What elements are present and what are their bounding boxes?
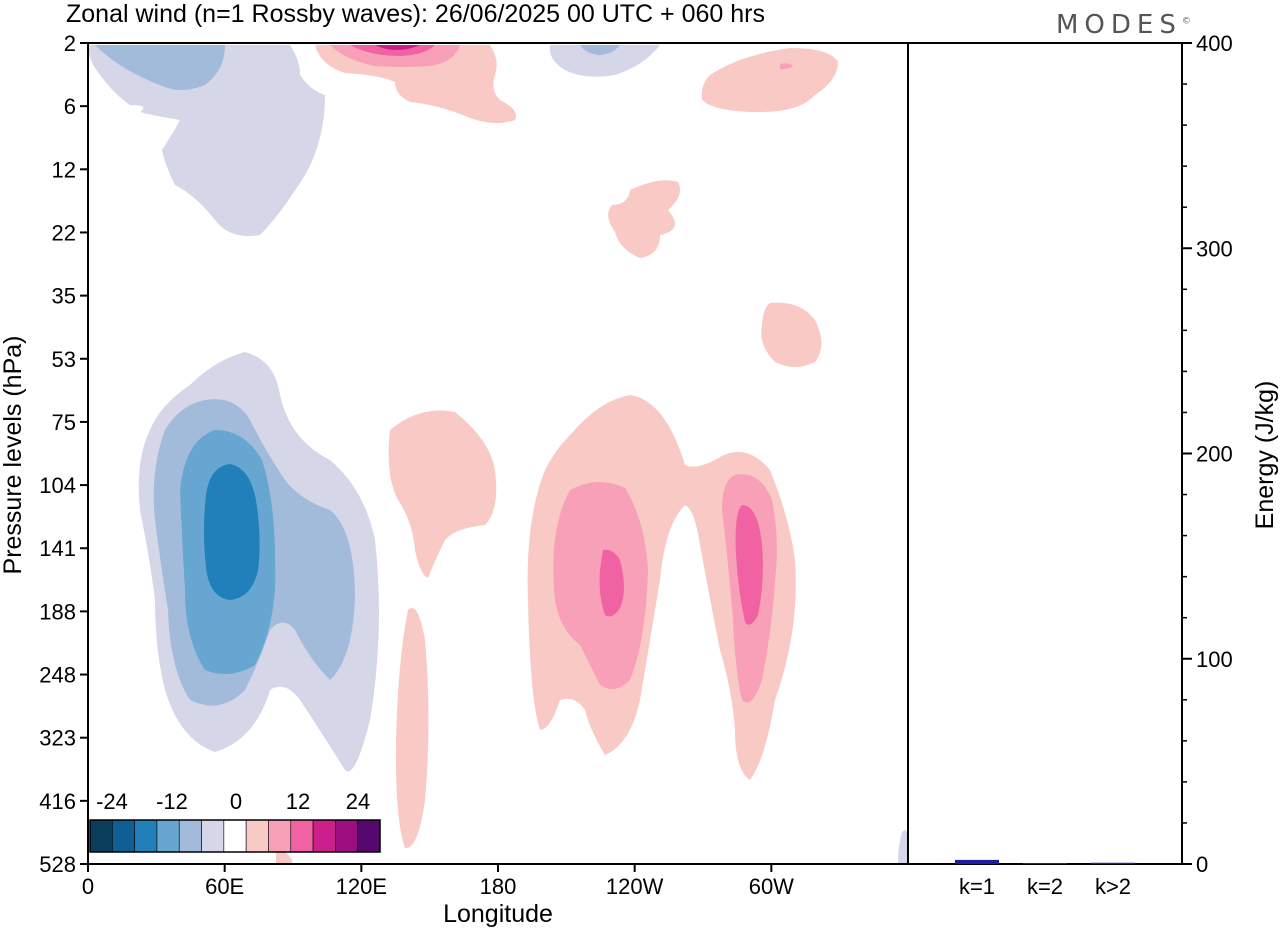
contour-pos-weak [608,180,681,258]
colorbar-swatch [245,819,269,853]
y-tick-label: 188 [39,599,76,624]
y-tick-label: 248 [39,663,76,688]
energy-bar [955,859,999,864]
contour-pos-weak [701,48,838,112]
energy-tick-label: 200 [1196,442,1233,467]
colorbar [89,819,381,853]
colorbar-swatch [112,819,135,853]
colorbar-swatch [201,819,225,853]
y-tick-label: 12 [52,157,76,182]
colorbar-swatch [89,819,113,853]
contour-pos-weak [388,410,497,578]
energy-frame [907,42,1183,865]
colorbar-swatch [223,819,247,853]
modes-logo: MODES© [1056,10,1191,40]
contour-pos-strong [350,45,435,56]
contour-pos-strong [599,549,624,617]
energy-bars [955,859,1135,864]
contour-field [88,45,908,863]
energy-tick-label: 100 [1196,647,1233,672]
x-tick-label: 60W [749,874,794,899]
y-axis-label: Pressure levels (hPa) [0,336,27,575]
energy-bar-label: k=2 [1027,874,1063,899]
energy-axis-label: Energy (J/kg) [1251,381,1279,530]
energy-bar-label: k>2 [1095,874,1131,899]
colorbar-swatch [134,819,158,853]
energy-bar [1091,862,1135,864]
y-tick-label: 2 [64,31,76,56]
contour-neg-weak [88,45,325,236]
y-tick-label: 104 [39,473,76,498]
x-tick-label: 60E [205,874,244,899]
y-tick-label: 141 [39,536,76,561]
x-axis: 0 60E 120E 180 120W 60W [82,864,794,899]
colorbar-swatch [268,819,292,853]
energy-axis: 0 100 200 300 400 [1182,31,1233,877]
contour-pos-mod [780,63,793,69]
chart-title: Zonal wind (n=1 Rossby waves): 26/06/202… [66,0,765,28]
energy-tick-label: 0 [1196,852,1208,877]
y-tick-label: 35 [52,284,76,309]
colorbar-swatch [357,819,381,853]
contour-pos-weak [276,851,292,863]
energy-bar-labels: k=1 k=2 k>2 [959,874,1131,899]
x-tick-label: 120W [606,874,664,899]
y-tick-label: 53 [52,347,76,372]
colorbar-label: 0 [230,789,242,814]
colorbar-swatch [156,819,180,853]
colorbar-swatch [290,819,314,853]
colorbar-swatch [178,819,202,853]
contour-pos-weak [395,608,429,849]
contour-neg-weak [898,830,908,863]
contour-pos-core [375,45,420,50]
colorbar-label: -12 [156,789,188,814]
x-tick-label: 180 [480,874,517,899]
energy-tick-label: 400 [1196,31,1233,56]
colorbar-swatch [312,819,336,853]
y-axis: 2 6 12 22 35 53 75 104 141 188 248 323 416 528 [39,31,88,877]
contour-pos-weak [315,45,516,124]
contour-pos-weak [761,302,822,367]
colorbar-label: 12 [286,789,310,814]
y-tick-label: 416 [39,789,76,814]
colorbar-label: 24 [346,789,370,814]
x-tick-label: 120E [336,874,387,899]
contour-neg-core [204,464,260,600]
contour-neg-mod [580,45,620,55]
energy-bar-label: k=1 [959,874,995,899]
y-tick-label: 6 [64,94,76,119]
x-tick-label: 0 [82,874,94,899]
x-axis-label: Longitude [443,900,553,928]
colorbar-swatch [335,819,358,853]
energy-bar [1023,863,1067,864]
y-tick-label: 22 [52,220,76,245]
contour-pos-mod [330,45,460,67]
energy-tick-label: 300 [1196,236,1233,261]
colorbar-label: -24 [96,789,128,814]
logo-text: MODES [1056,10,1182,40]
y-tick-label: 528 [39,852,76,877]
y-tick-label: 323 [39,726,76,751]
logo-mark: © [1181,16,1191,27]
contour-neg-mod [95,45,225,90]
contour-pos-strong [735,505,763,625]
colorbar-frame [89,819,381,853]
colorbar-labels: -24 -12 0 12 24 [96,789,370,814]
y-tick-label: 75 [52,410,76,435]
contour-neg-weak [549,45,660,77]
